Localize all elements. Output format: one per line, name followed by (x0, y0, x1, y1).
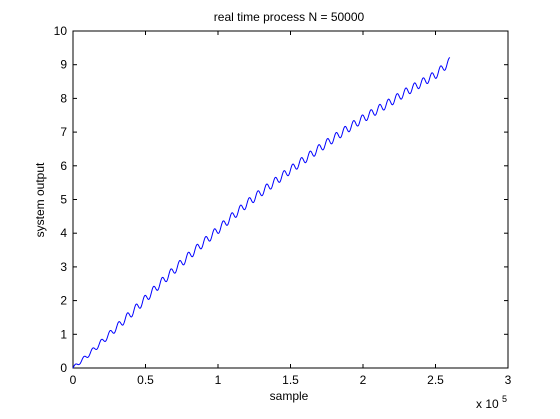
x-axis-exponent: x 10 5 (476, 394, 507, 411)
axis-ticks (72, 30, 509, 369)
y-tick-label: 8 (60, 91, 67, 105)
x-tick-label: 0.5 (137, 373, 154, 387)
y-tick-label: 2 (60, 294, 67, 308)
y-axis-label: system output (33, 162, 47, 237)
chart-title: real time process N = 50000 (214, 10, 365, 24)
x-tick-label: 0 (70, 373, 77, 387)
series-line (72, 57, 451, 369)
y-tick-label: 7 (60, 125, 67, 139)
x-tick-labels: 0 0.5 1 1.5 2 2.5 3 (70, 373, 512, 387)
y-tick-label: 1 (60, 327, 67, 341)
x-tick-label: 1 (215, 373, 222, 387)
x-axis-exponent-base: x 10 (476, 397, 499, 411)
x-axis-exponent-power: 5 (502, 394, 507, 404)
y-tick-label: 6 (60, 159, 67, 173)
x-tick-label: 1.5 (282, 373, 299, 387)
y-tick-label: 3 (60, 260, 67, 274)
y-tick-label: 10 (54, 24, 68, 38)
y-tick-labels: 0 1 2 3 4 5 6 7 8 9 10 (54, 24, 68, 375)
x-axis-label: sample (270, 389, 309, 403)
y-tick-label: 0 (60, 361, 67, 375)
y-tick-label: 4 (60, 226, 67, 240)
x-tick-label: 2.5 (427, 373, 444, 387)
y-tick-label: 9 (60, 58, 67, 72)
plot-frame (72, 30, 509, 369)
x-tick-label: 2 (360, 373, 367, 387)
y-tick-label: 5 (60, 193, 67, 207)
x-tick-label: 3 (505, 373, 512, 387)
